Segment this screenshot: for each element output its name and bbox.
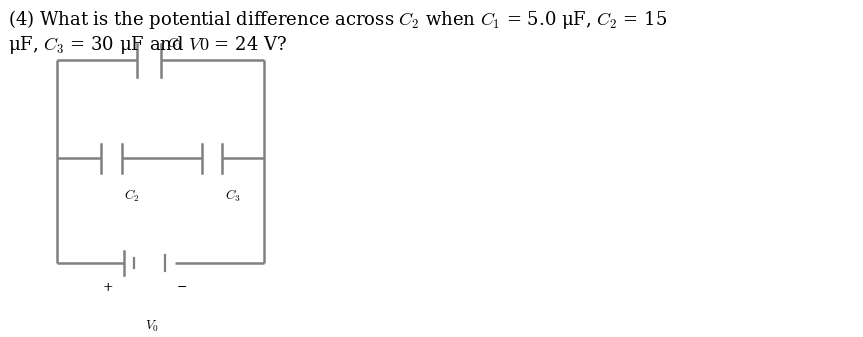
Text: $C_1$: $C_1$ — [167, 36, 182, 52]
Text: −: − — [177, 281, 187, 294]
Text: (4) What is the potential difference across $C_2$ when $C_1$ = 5.0 μF, $C_2$ = 1: (4) What is the potential difference acr… — [9, 8, 667, 56]
Text: +: + — [103, 281, 113, 294]
Text: $C_3$: $C_3$ — [225, 188, 241, 204]
Text: $C_2$: $C_2$ — [124, 188, 140, 204]
Text: $V_0$: $V_0$ — [145, 318, 159, 334]
